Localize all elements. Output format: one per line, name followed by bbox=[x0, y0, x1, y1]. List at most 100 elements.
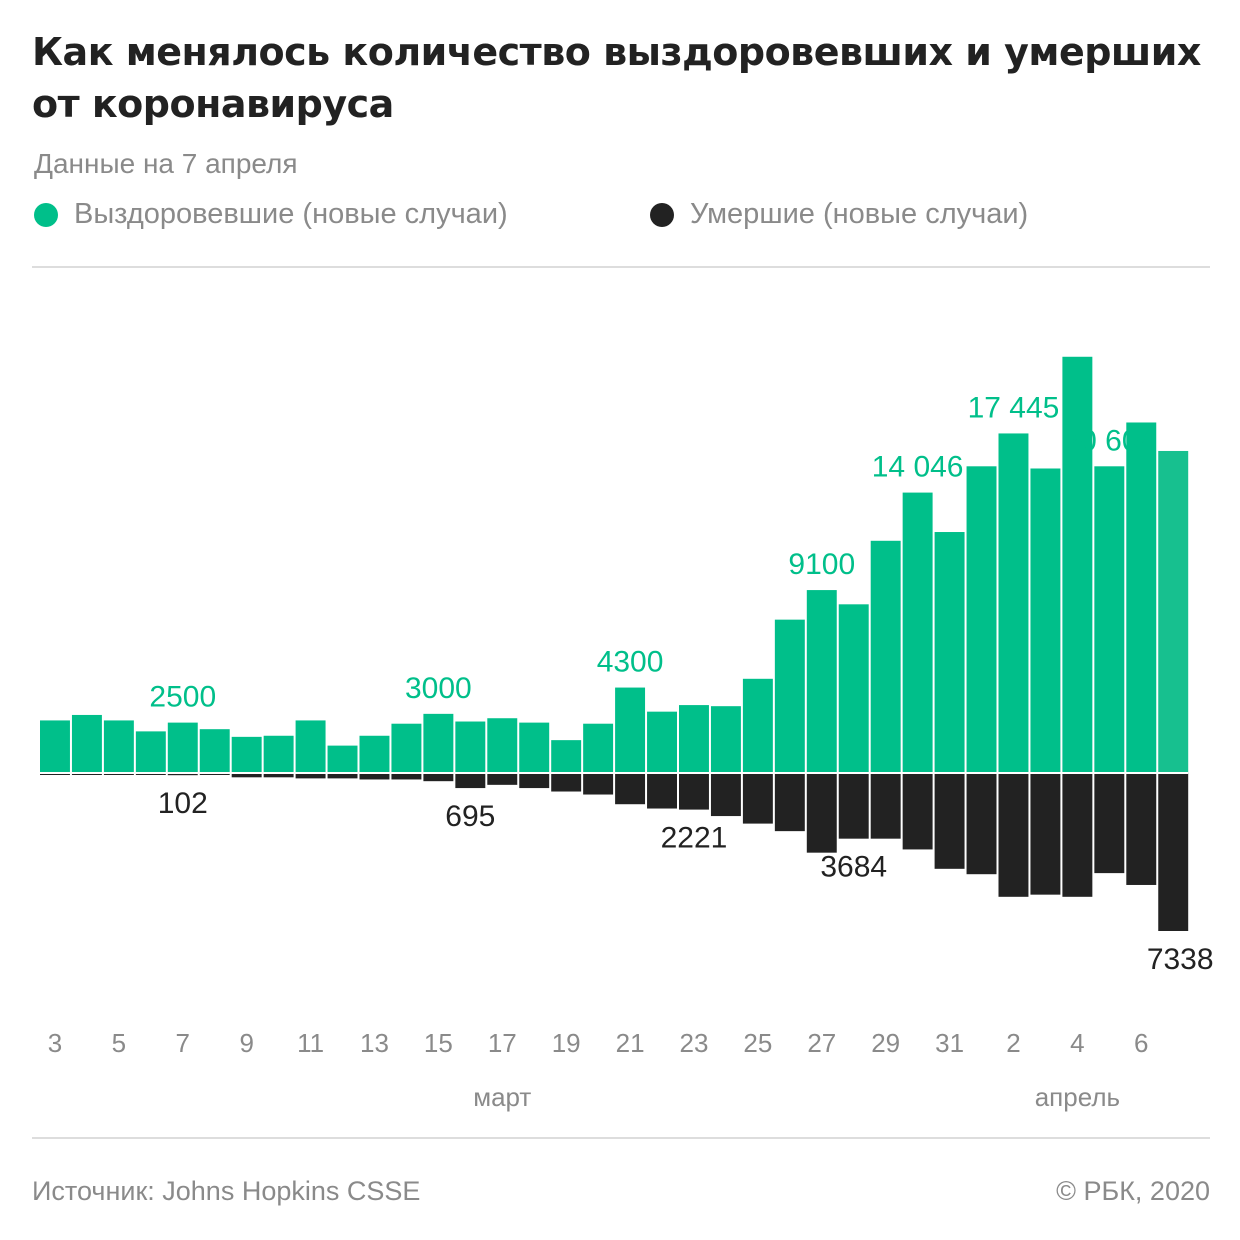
bar-recovered-29 bbox=[870, 540, 901, 773]
bar-recovered-13 bbox=[359, 735, 390, 773]
bar-deaths-25 bbox=[742, 773, 773, 824]
x-tick-label: 4 bbox=[1070, 1028, 1084, 1058]
month-label: апрель bbox=[1035, 1082, 1120, 1112]
bar-recovered-6 bbox=[135, 731, 166, 773]
bar-recovered-28 bbox=[838, 604, 869, 773]
bar-deaths-11 bbox=[295, 773, 326, 779]
bar-recovered-3 bbox=[40, 720, 70, 773]
data-label-recovered: 2500 bbox=[149, 681, 216, 714]
data-label-recovered: 17 445 bbox=[968, 391, 1060, 424]
data-label-deaths: 3684 bbox=[820, 851, 887, 884]
source-note: Источник: Johns Hopkins CSSE bbox=[32, 1176, 421, 1206]
bar-deaths-13 bbox=[359, 773, 390, 780]
bar-recovered-23 bbox=[679, 705, 709, 773]
bar-deaths-19 bbox=[551, 773, 582, 792]
bar-recovered-21 bbox=[615, 687, 646, 773]
bar-deaths-5 bbox=[1094, 773, 1125, 874]
bar-recovered-30 bbox=[902, 492, 933, 773]
bar-recovered-5 bbox=[103, 720, 134, 773]
bar-recovered-8 bbox=[199, 729, 230, 773]
copyright: © РБК, 2020 bbox=[1056, 1176, 1210, 1206]
bar-recovered-19 bbox=[551, 740, 582, 773]
data-label-recovered: 9100 bbox=[788, 548, 855, 581]
bar-recovered-10 bbox=[263, 735, 294, 773]
legend-label-recovered: Выздоровевшие (новые случаи) bbox=[74, 198, 508, 230]
top-divider bbox=[32, 266, 1210, 268]
legend-dot-deaths bbox=[650, 202, 674, 227]
data-label-recovered: 4300 bbox=[597, 646, 664, 679]
x-tick-label: 21 bbox=[616, 1028, 645, 1058]
data-label-deaths: 695 bbox=[445, 800, 495, 833]
bar-deaths-1 bbox=[966, 773, 997, 875]
bar-deaths-23 bbox=[679, 773, 709, 810]
bar-recovered-15 bbox=[423, 713, 454, 773]
bar-deaths-22 bbox=[647, 773, 677, 809]
x-tick-label: 7 bbox=[176, 1028, 190, 1058]
chart-subtitle: Данные на 7 апреля bbox=[34, 148, 298, 179]
x-tick-label: 25 bbox=[743, 1028, 772, 1058]
bar-deaths-4 bbox=[1062, 773, 1093, 897]
bar-recovered-5 bbox=[1094, 466, 1125, 773]
bar-deaths-10 bbox=[263, 773, 294, 778]
legend-item-recovered: Выздоровевшие (новые случаи) bbox=[34, 198, 508, 231]
x-tick-label: 29 bbox=[871, 1028, 900, 1058]
bar-deaths-28 bbox=[838, 773, 869, 839]
x-tick-label: 13 bbox=[360, 1028, 389, 1058]
data-label-deaths: 7338 bbox=[1147, 943, 1214, 976]
x-tick-label: 17 bbox=[488, 1028, 517, 1058]
x-tick-label: 23 bbox=[680, 1028, 709, 1058]
bar-recovered-4 bbox=[71, 714, 102, 773]
bar-deaths-9 bbox=[231, 773, 262, 778]
x-tick-label: 31 bbox=[935, 1028, 964, 1058]
bar-recovered-26 bbox=[774, 619, 805, 773]
bar-recovered-18 bbox=[519, 722, 550, 773]
month-label: март bbox=[473, 1082, 531, 1112]
data-label-recovered: 3000 bbox=[405, 672, 472, 705]
bar-deaths-12 bbox=[327, 773, 358, 779]
bar-deaths-21 bbox=[615, 773, 646, 805]
x-tick-label: 5 bbox=[112, 1028, 126, 1058]
bottom-divider bbox=[32, 1137, 1210, 1139]
bar-recovered-27 bbox=[806, 590, 837, 773]
bar-deaths-3 bbox=[1030, 773, 1061, 895]
bar-deaths-16 bbox=[455, 773, 486, 789]
bar-recovered-7 bbox=[167, 722, 198, 773]
x-tick-label: 9 bbox=[239, 1028, 253, 1058]
x-tick-label: 19 bbox=[552, 1028, 581, 1058]
bar-deaths-7 bbox=[1158, 773, 1189, 931]
bar-recovered-24 bbox=[710, 706, 741, 773]
bar-recovered-4 bbox=[1062, 356, 1093, 773]
x-tick-label: 11 bbox=[297, 1028, 324, 1058]
bar-recovered-1 bbox=[966, 466, 997, 773]
bar-recovered-16 bbox=[455, 721, 486, 773]
bar-recovered-22 bbox=[647, 711, 677, 773]
bar-recovered-31 bbox=[934, 532, 965, 773]
bar-recovered-11 bbox=[295, 720, 326, 773]
data-label-deaths: 102 bbox=[158, 787, 208, 820]
bar-recovered-25 bbox=[742, 678, 773, 773]
bar-recovered-17 bbox=[487, 718, 518, 773]
x-tick-label: 27 bbox=[807, 1028, 836, 1058]
chart-title: Как менялось количество выздоровевших и … bbox=[32, 30, 1201, 126]
bar-deaths-27 bbox=[806, 773, 837, 853]
bar-deaths-7 bbox=[167, 773, 198, 776]
bar-deaths-29 bbox=[870, 773, 901, 839]
bar-recovered-3 bbox=[1030, 468, 1061, 773]
bar-deaths-26 bbox=[774, 773, 805, 832]
bar-deaths-15 bbox=[423, 773, 454, 782]
legend-item-deaths: Умершие (новые случаи) bbox=[650, 198, 1028, 231]
bar-recovered-7 bbox=[1158, 450, 1189, 773]
x-tick-label: 15 bbox=[424, 1028, 453, 1058]
x-tick-label: 3 bbox=[48, 1028, 62, 1058]
bar-deaths-2 bbox=[998, 773, 1029, 897]
legend-label-deaths: Умершие (новые случаи) bbox=[690, 198, 1029, 230]
legend: Выздоровевшие (новые случаи) Умершие (но… bbox=[34, 198, 1210, 234]
bar-deaths-20 bbox=[583, 773, 614, 795]
x-tick-label: 2 bbox=[1006, 1028, 1020, 1058]
bar-recovered-20 bbox=[583, 723, 614, 773]
bar-deaths-30 bbox=[902, 773, 933, 850]
data-label-deaths: 2221 bbox=[661, 822, 728, 855]
bar-deaths-17 bbox=[487, 773, 518, 785]
bar-recovered-12 bbox=[327, 745, 358, 773]
